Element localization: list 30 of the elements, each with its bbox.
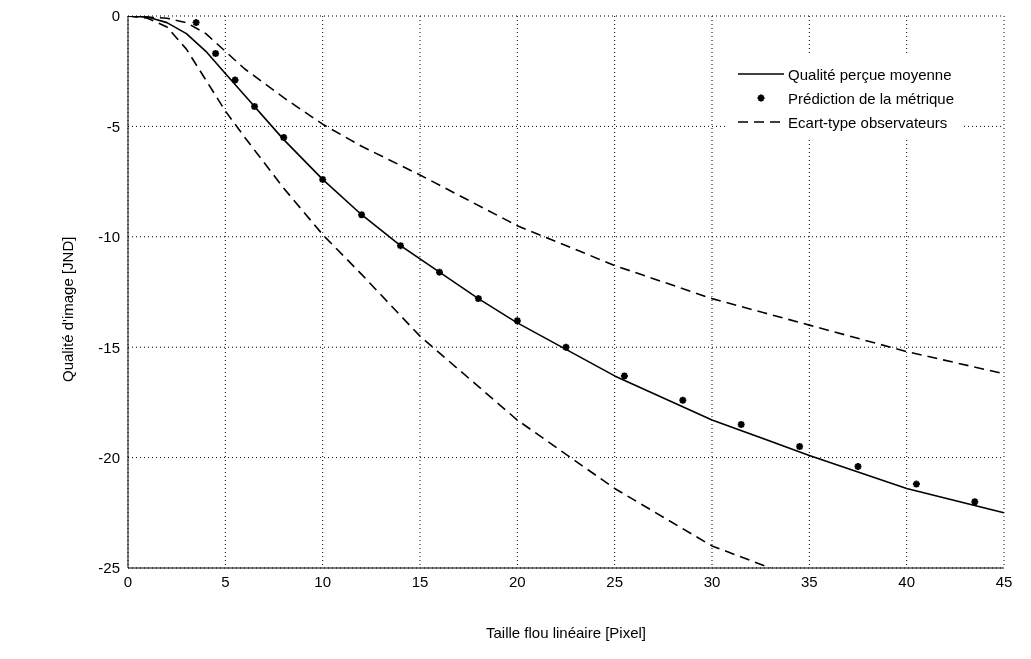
y-tick-label: 0 <box>111 7 120 25</box>
point <box>434 267 444 277</box>
x-tick-label: 40 <box>898 572 916 590</box>
x-tick-label: 15 <box>411 572 429 590</box>
point <box>911 479 921 489</box>
point <box>396 241 406 251</box>
x-tick-label: 0 <box>123 572 133 590</box>
y-axis-title: Qualité d'image [JND] <box>59 236 77 382</box>
legend-label: Qualité perçue moyenne <box>788 65 952 83</box>
x-tick-label: 25 <box>606 572 624 590</box>
y-tick-label: -15 <box>98 338 120 356</box>
point <box>512 316 522 326</box>
point <box>619 371 629 381</box>
x-tick-label: 5 <box>221 572 230 590</box>
x-tick-label: 20 <box>508 572 526 590</box>
point <box>357 210 367 220</box>
x-axis-title: Taille flou linéaire [Pixel] <box>485 624 647 641</box>
point <box>230 75 240 85</box>
point <box>561 342 571 352</box>
legend-label: Prédiction de la métrique <box>788 89 954 107</box>
y-tick-label: -25 <box>98 559 120 577</box>
y-tick-label: -10 <box>98 228 120 246</box>
x-tick-label: 10 <box>314 572 332 590</box>
x-tick-label: 30 <box>703 572 721 590</box>
y-tick-label: -20 <box>98 448 120 466</box>
legend-label: Ecart-type observateurs <box>788 113 948 131</box>
x-tick-label: 35 <box>800 572 818 590</box>
point <box>678 395 688 405</box>
x-tick-label: 45 <box>995 572 1013 590</box>
y-tick-label: -5 <box>106 117 120 135</box>
